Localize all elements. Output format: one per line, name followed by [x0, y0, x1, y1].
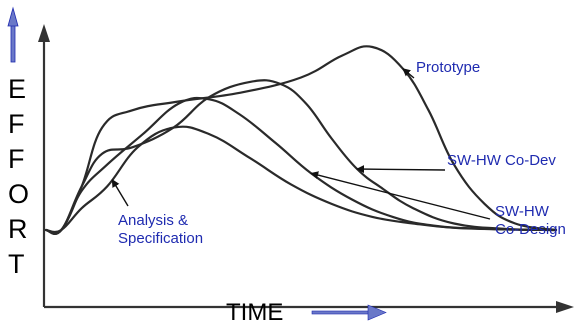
annotation-label: Specification [118, 230, 203, 247]
annotation-arrow [356, 165, 446, 174]
ylabel-letter: O [8, 179, 29, 209]
series-line-1 [44, 45, 558, 235]
series-line-2 [44, 79, 558, 235]
annotation-arrow [402, 68, 415, 79]
annotation-arrow [111, 179, 129, 207]
ylabel-letter: F [8, 109, 25, 139]
annotation-label: Prototype [416, 59, 480, 76]
right-arrow-icon [311, 304, 387, 321]
ylabel-letter: F [8, 144, 25, 174]
x-axis-label: TIME [226, 299, 283, 326]
curves [44, 45, 558, 235]
annotation-label: SW-HW Co-Dev [447, 152, 556, 169]
ylabel-letter: R [8, 214, 28, 244]
annotation-arrow [310, 171, 491, 220]
axes [38, 24, 574, 313]
y-axis-arrowhead [38, 24, 50, 42]
ylabel-letter: T [8, 249, 25, 279]
annotation-label: Co-Design [495, 221, 566, 238]
annotation-4: Analysis &Specification [111, 179, 203, 247]
annotation-label: SW-HW [495, 203, 550, 220]
ylabel-letter: E [8, 74, 26, 104]
up-arrow-icon [7, 6, 19, 63]
annotation-label: Analysis & [118, 212, 188, 229]
annotation-1: Prototype [402, 59, 480, 79]
annotation-2: SW-HW Co-Dev [356, 152, 556, 174]
series-line-4 [44, 96, 558, 235]
x-axis-arrowhead [556, 301, 574, 313]
